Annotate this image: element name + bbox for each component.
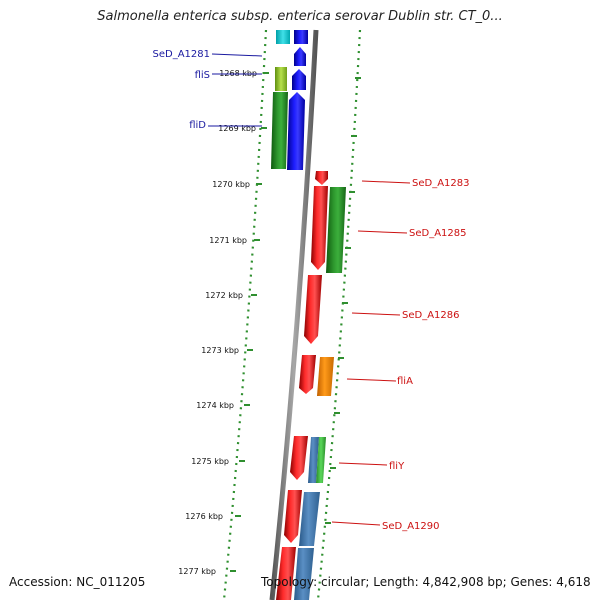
gene-label-sed-a1290: SeD_A1290 bbox=[382, 521, 440, 532]
gene-arrow-sed-a1281 bbox=[294, 47, 306, 66]
gene-block-fliy-green bbox=[316, 437, 326, 483]
gene-arrow-flid-blue bbox=[287, 92, 305, 170]
gene-label-flis: fliS bbox=[195, 70, 210, 81]
gene-block-sed-a1285-green bbox=[326, 187, 346, 273]
gene-block-steel-bottom bbox=[294, 548, 314, 600]
tick-label: 1269 kbp bbox=[218, 124, 256, 133]
gene-arrow-flia bbox=[299, 355, 316, 394]
tick-label: 1272 kbp bbox=[205, 291, 243, 300]
gene-block-fliy-steel bbox=[308, 437, 319, 483]
gene-block-blue-top bbox=[294, 30, 308, 44]
gene-label-fliy: fliY bbox=[389, 461, 405, 472]
genome-summary-text: Topology: circular; Length: 4,842,908 bp… bbox=[261, 575, 591, 589]
gene-block-red-bottom bbox=[276, 547, 296, 600]
map-title: Salmonella enterica subsp. enterica sero… bbox=[97, 9, 503, 24]
gene-block-sed-a1290-steel bbox=[299, 492, 320, 546]
label-connector bbox=[351, 312, 401, 316]
tick-label: 1271 kbp bbox=[209, 236, 247, 245]
label-connector bbox=[211, 53, 263, 57]
inner-dotted-track bbox=[316, 29, 362, 600]
gene-label-sed-a1286: SeD_A1286 bbox=[402, 310, 460, 321]
label-connector bbox=[357, 230, 408, 234]
gene-block-flis-lime bbox=[275, 67, 287, 91]
gene-block-flia-orange bbox=[317, 357, 334, 396]
tick-marks bbox=[230, 72, 361, 572]
outer-dotted-track bbox=[222, 29, 268, 600]
gene-arrow-flis-blue bbox=[292, 69, 306, 90]
gene-block-flid-green bbox=[271, 92, 288, 169]
gene-block-cyan bbox=[276, 30, 290, 44]
gene-label-flid: fliD bbox=[189, 120, 206, 131]
tick-label: 1276 kbp bbox=[185, 512, 223, 521]
tick-label: 1273 kbp bbox=[201, 346, 239, 355]
gene-arrow-sed-a1285 bbox=[311, 186, 328, 270]
tick-label: 1270 kbp bbox=[212, 180, 250, 189]
gene-arrow-sed-a1290 bbox=[284, 490, 302, 543]
tick-label: 1275 kbp bbox=[191, 457, 229, 466]
label-connector bbox=[361, 180, 411, 184]
gene-arrow-fliy bbox=[290, 436, 308, 480]
label-connector bbox=[346, 378, 397, 382]
gene-arrow-sed-a1286 bbox=[304, 275, 322, 344]
tick-label: 1274 kbp bbox=[196, 401, 234, 410]
accession-text: Accession: NC_011205 bbox=[9, 575, 146, 589]
gene-label-sed-a1283: SeD_A1283 bbox=[412, 178, 470, 189]
genome-backbone bbox=[269, 29, 319, 600]
gene-arrow-sed-a1283 bbox=[315, 171, 328, 185]
gene-label-sed-a1285: SeD_A1285 bbox=[409, 228, 467, 239]
gene-label-sed-a1281: SeD_A1281 bbox=[153, 49, 211, 60]
tick-label: 1277 kbp bbox=[178, 567, 216, 576]
label-connector bbox=[338, 462, 388, 466]
label-connector bbox=[331, 521, 381, 526]
gene-label-flia: fliA bbox=[397, 376, 413, 387]
